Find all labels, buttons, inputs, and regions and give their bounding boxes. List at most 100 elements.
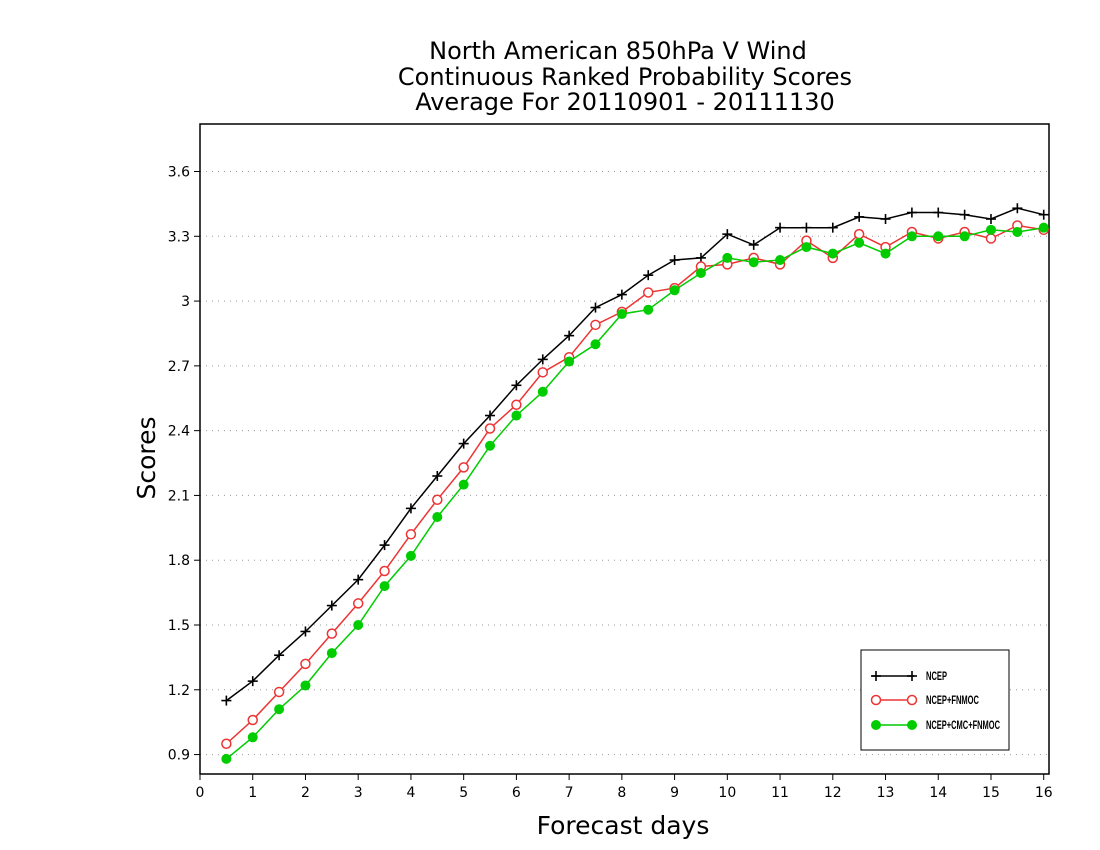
legend-marker: [870, 694, 882, 706]
data-point: [247, 714, 258, 726]
data-point: [221, 695, 232, 706]
data-point: [643, 270, 654, 281]
legend-label: NCEP: [926, 669, 947, 683]
legend-marker: [871, 671, 881, 681]
x-tick-label: 0: [196, 785, 205, 801]
data-point: [326, 628, 338, 639]
y-tick-label: 3.6: [168, 165, 190, 181]
data-point: [985, 214, 996, 225]
series-group: [221, 203, 1049, 764]
data-point: [695, 252, 706, 263]
x-tick-label: 7: [565, 785, 574, 801]
data-point: [511, 410, 522, 421]
data-point: [827, 222, 838, 233]
data-point: [379, 540, 390, 551]
data-point: [511, 399, 522, 410]
y-tick-label: 2.4: [168, 424, 190, 440]
data-point: [432, 512, 443, 523]
x-tick-label: 4: [406, 785, 415, 801]
data-point: [1038, 222, 1049, 233]
legend: NCEP NCEP+FNMOC NCEP+CMC+FNMOC: [860, 649, 1010, 751]
data-point: [933, 231, 944, 242]
chart-title-line-3: Average For 20110901 - 20111130: [415, 88, 835, 116]
data-point: [485, 410, 496, 421]
chart-title: North American 850hPa V Wind Continuous …: [398, 37, 852, 116]
data-point: [564, 356, 575, 367]
x-tick-label: 6: [512, 785, 521, 801]
data-point: [432, 470, 443, 481]
legend-item: NCEP+FNMOC: [870, 693, 979, 707]
y-tick-label: 3: [181, 294, 190, 310]
data-point: [485, 440, 496, 451]
data-point: [379, 581, 390, 592]
data-point: [352, 598, 364, 609]
y-tick-label: 3.3: [168, 229, 190, 245]
data-point: [353, 619, 364, 630]
data-point: [853, 228, 865, 240]
data-point: [854, 237, 865, 248]
data-point: [221, 753, 232, 764]
data-point: [484, 423, 496, 434]
x-tick-label: 15: [982, 785, 1000, 801]
data-point: [590, 339, 601, 350]
x-tick-label: 8: [617, 785, 626, 801]
data-point: [300, 680, 311, 691]
x-tick-label: 1: [248, 785, 257, 801]
y-axis-label: Scores: [132, 416, 161, 499]
data-point: [300, 658, 311, 670]
data-point: [985, 233, 997, 244]
data-point: [273, 686, 285, 698]
data-point: [221, 738, 232, 750]
data-point: [880, 248, 891, 259]
x-tick-label: 3: [354, 785, 363, 801]
data-point: [801, 242, 812, 253]
data-point: [590, 302, 601, 313]
data-point: [537, 367, 549, 378]
data-point: [300, 626, 311, 637]
data-point: [405, 529, 417, 540]
data-point: [801, 222, 812, 233]
series-ncep-cmc-fnmoc: [221, 222, 1049, 764]
x-axis: 0 1 2 3 4 5 6 7 8 9 10 11 12 13 14 15 16: [196, 774, 1053, 801]
legend-marker: [906, 694, 918, 706]
data-point: [247, 676, 258, 687]
data-point: [274, 650, 285, 661]
data-point: [1012, 203, 1023, 214]
data-point: [827, 248, 838, 259]
data-point: [511, 380, 522, 391]
y-tick-label: 1.8: [168, 553, 190, 569]
x-tick-label: 12: [824, 785, 842, 801]
y-tick-label: 2.7: [168, 359, 190, 375]
data-point: [748, 257, 759, 268]
data-point: [906, 231, 917, 242]
data-point: [906, 207, 917, 218]
legend-item: NCEP: [871, 669, 947, 683]
data-point: [537, 354, 548, 365]
legend-marker: [907, 671, 917, 681]
data-point: [642, 287, 654, 298]
data-point: [247, 732, 258, 743]
data-point: [880, 214, 891, 225]
x-tick-label: 5: [459, 785, 468, 801]
legend-marker: [907, 720, 917, 730]
data-point: [643, 304, 654, 315]
data-point: [616, 289, 627, 300]
data-point: [590, 319, 601, 331]
y-tick-label: 1.2: [168, 683, 190, 699]
x-tick-label: 9: [670, 785, 679, 801]
data-point: [458, 462, 469, 473]
legend-label: NCEP+FNMOC: [926, 693, 979, 707]
y-axis: 0.9 1.2 1.5 1.8 2.1 2.4 2.7 3 3.3 3.6: [168, 165, 200, 764]
data-point: [695, 268, 706, 279]
data-point: [854, 211, 865, 222]
data-point: [959, 209, 970, 220]
data-point: [775, 222, 786, 233]
x-tick-label: 13: [877, 785, 895, 801]
x-tick-label: 16: [1035, 785, 1053, 801]
data-point: [432, 494, 443, 505]
legend-marker: [871, 720, 881, 730]
data-point: [564, 330, 575, 341]
data-point: [537, 386, 548, 397]
data-point: [722, 252, 733, 263]
